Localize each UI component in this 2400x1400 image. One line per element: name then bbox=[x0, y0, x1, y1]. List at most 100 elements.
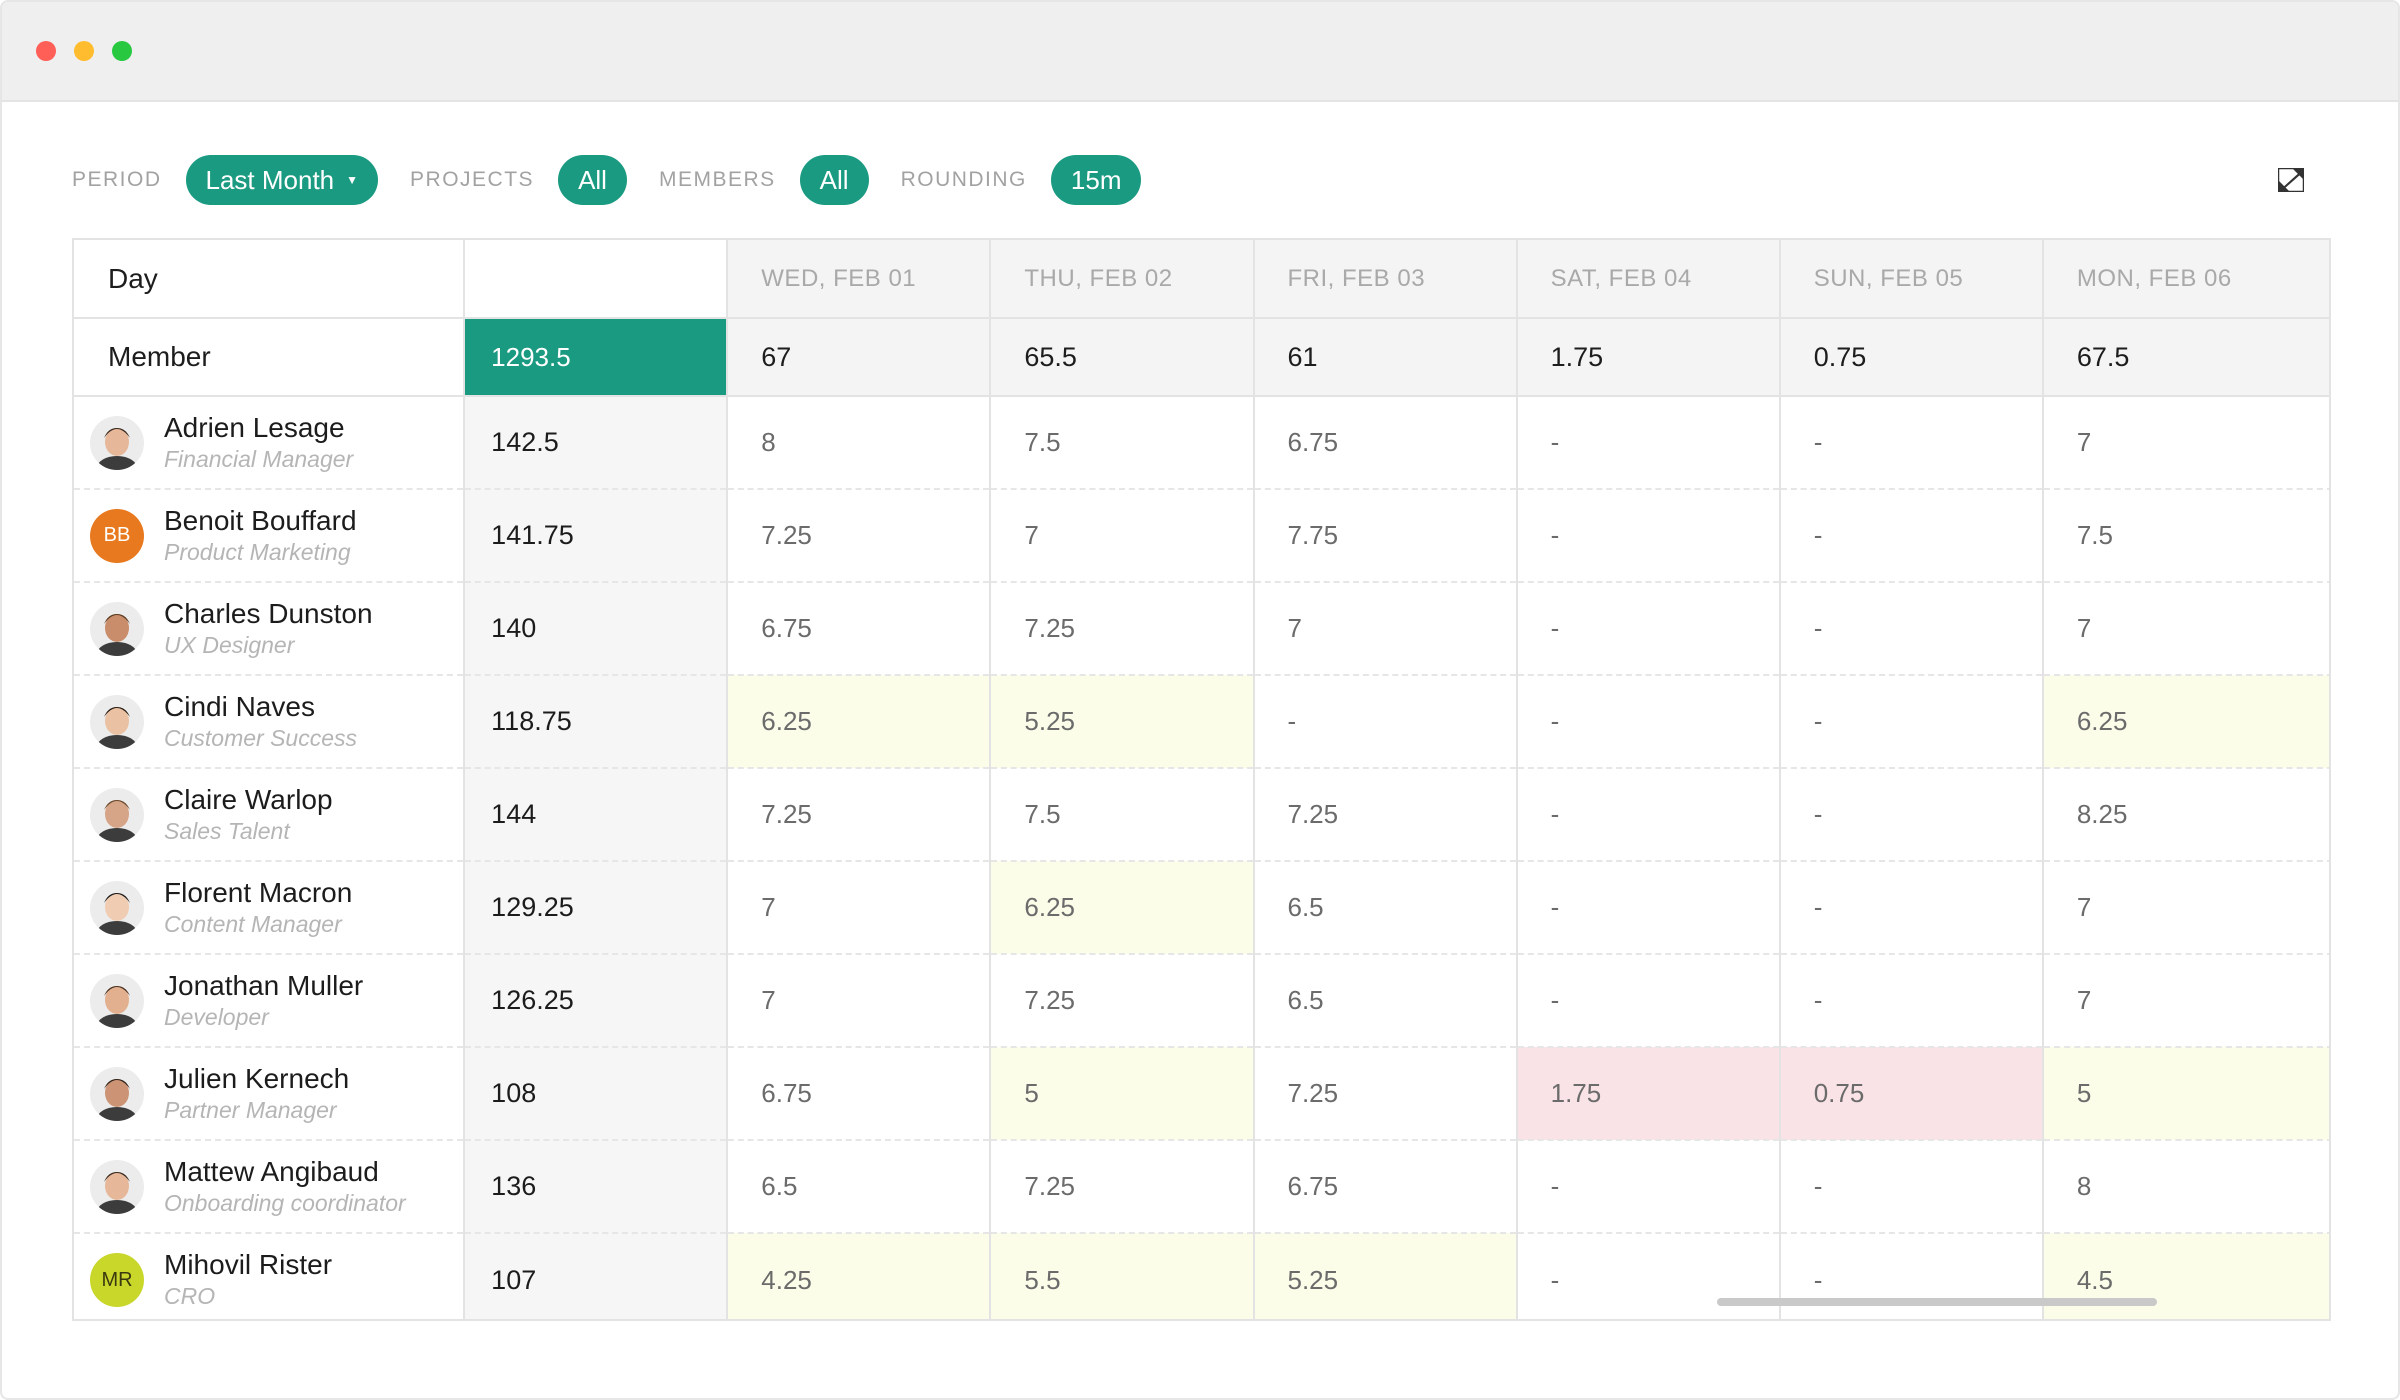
member-row[interactable]: Julien Kernech Partner Manager 108 6.75 5 7.2… bbox=[74, 1047, 2329, 1141]
hours-cell[interactable]: - bbox=[1516, 861, 1781, 955]
hours-cell[interactable]: - bbox=[1779, 396, 2044, 490]
hours-cell[interactable]: 7.5 bbox=[2042, 489, 2329, 583]
member-row[interactable]: Charles Dunston UX Designer 140 6.75 7.25 7- -… bbox=[74, 582, 2329, 676]
hours-cell[interactable]: - bbox=[1253, 675, 1518, 769]
hours-cell[interactable]: - bbox=[1779, 768, 2044, 862]
hours-cell[interactable]: 7.25 bbox=[990, 954, 1255, 1048]
hours-cell[interactable]: 5 bbox=[2042, 1047, 2329, 1141]
day-header[interactable]: FRI, FEB 03 bbox=[1253, 240, 1518, 319]
hours-cell[interactable]: 4.5 bbox=[2042, 1233, 2329, 1319]
member-cell[interactable]: Cindi Naves Customer Success bbox=[74, 675, 466, 769]
hours-cell[interactable]: - bbox=[1779, 489, 2044, 583]
hours-cell[interactable]: - bbox=[1516, 489, 1781, 583]
member-total-cell: 107 bbox=[464, 1233, 729, 1319]
zoom-window-button[interactable] bbox=[112, 41, 132, 61]
hours-cell[interactable]: 7 bbox=[727, 954, 992, 1048]
hours-cell[interactable]: 7 bbox=[727, 861, 992, 955]
member-cell[interactable]: Charles Dunston UX Designer bbox=[74, 582, 466, 676]
hours-cell[interactable]: - bbox=[1779, 1140, 2044, 1234]
hours-cell[interactable]: - bbox=[1516, 396, 1781, 490]
hours-cell[interactable]: 5.25 bbox=[990, 675, 1255, 769]
hours-cell[interactable]: 7.25 bbox=[990, 1140, 1255, 1234]
hours-cell[interactable]: 7 bbox=[990, 489, 1255, 583]
hours-cell[interactable]: 6.25 bbox=[990, 861, 1255, 955]
horizontal-scrollbar[interactable] bbox=[1717, 1298, 2157, 1306]
expand-icon[interactable] bbox=[2276, 166, 2306, 194]
member-row[interactable]: Mattew Angibaud Onboarding coordinator 136… bbox=[74, 1140, 2329, 1234]
member-row[interactable]: Jonathan Muller Developer 126.25 7 7.25 6.5- -… bbox=[74, 954, 2329, 1048]
hours-cell[interactable]: - bbox=[1779, 582, 2044, 676]
projects-filter-button[interactable]: All bbox=[558, 155, 627, 205]
hours-cell[interactable]: - bbox=[1516, 768, 1781, 862]
member-name: Mattew Angibaud bbox=[164, 1155, 379, 1187]
hours-cell[interactable]: 6.75 bbox=[1253, 1140, 1518, 1234]
hours-cell[interactable]: - bbox=[1779, 675, 2044, 769]
day-header[interactable]: SAT, FEB 04 bbox=[1516, 240, 1781, 319]
hours-cell[interactable]: 5.25 bbox=[1253, 1233, 1518, 1319]
day-header[interactable]: MON, FEB 06 bbox=[2042, 240, 2329, 319]
member-row[interactable]: Florent Macron Content Manager 129.25 7 6.25… bbox=[74, 861, 2329, 955]
close-window-button[interactable] bbox=[36, 41, 56, 61]
day-header[interactable]: SUN, FEB 05 bbox=[1779, 240, 2044, 319]
hours-cell[interactable]: 7.25 bbox=[727, 768, 992, 862]
hours-cell[interactable]: 6.25 bbox=[2042, 675, 2329, 769]
hours-cell[interactable]: 6.25 bbox=[727, 675, 992, 769]
hours-cell[interactable]: 1.75 bbox=[1516, 1047, 1781, 1141]
hours-cell[interactable]: 7 bbox=[2042, 396, 2329, 490]
hours-cell[interactable]: 6.5 bbox=[1253, 861, 1518, 955]
member-info: MR Mihovil Rister CRO bbox=[90, 1249, 463, 1311]
hours-cell[interactable]: 6.75 bbox=[727, 1047, 992, 1141]
member-row[interactable]: Adrien Lesage Financial Manager 142.5 8 7.5 6… bbox=[74, 396, 2329, 490]
hours-cell[interactable]: 7 bbox=[1253, 582, 1518, 676]
period-label: PERIOD bbox=[72, 168, 162, 191]
hours-cell[interactable]: 4.25 bbox=[727, 1233, 992, 1319]
hours-cell[interactable]: 7.5 bbox=[990, 396, 1255, 490]
hours-cell[interactable]: - bbox=[1779, 1233, 2044, 1319]
hours-cell[interactable]: 6.5 bbox=[727, 1140, 992, 1234]
rounding-filter-button[interactable]: 15m bbox=[1050, 155, 1142, 205]
members-filter-button[interactable]: All bbox=[799, 155, 869, 205]
member-cell[interactable]: MR Mihovil Rister CRO bbox=[74, 1233, 466, 1319]
member-row[interactable]: Claire Warlop Sales Talent 144 7.25 7.5 7.25-… bbox=[74, 768, 2329, 862]
hours-cell[interactable]: 0.75 bbox=[1779, 1047, 2044, 1141]
member-row[interactable]: BB Benoit Bouffard Product Marketing 141.75… bbox=[74, 489, 2329, 583]
hours-cell[interactable]: - bbox=[1779, 954, 2044, 1048]
hours-cell[interactable]: 6.75 bbox=[727, 582, 992, 676]
hours-cell[interactable]: 7.25 bbox=[727, 489, 992, 583]
hours-cell[interactable]: 7.25 bbox=[1253, 768, 1518, 862]
minimize-window-button[interactable] bbox=[74, 41, 94, 61]
day-header[interactable]: WED, FEB 01 bbox=[727, 240, 992, 319]
hours-cell[interactable]: - bbox=[1516, 582, 1781, 676]
hours-cell[interactable]: 5.5 bbox=[990, 1233, 1255, 1319]
hours-cell[interactable]: 6.75 bbox=[1253, 396, 1518, 490]
member-row[interactable]: MR Mihovil Rister CRO 107 4.25 5.5 5.25- -4.5 bbox=[74, 1233, 2329, 1319]
hours-cell[interactable]: - bbox=[1516, 675, 1781, 769]
hours-cell[interactable]: 7.5 bbox=[990, 768, 1255, 862]
rounding-label: ROUNDING bbox=[900, 168, 1027, 191]
hours-cell[interactable]: - bbox=[1516, 1140, 1781, 1234]
member-cell[interactable]: Claire Warlop Sales Talent bbox=[74, 768, 466, 862]
member-row[interactable]: Cindi Naves Customer Success 118.75 6.25 5.2… bbox=[74, 675, 2329, 769]
member-cell[interactable]: Julien Kernech Partner Manager bbox=[74, 1047, 466, 1141]
hours-cell[interactable]: - bbox=[1516, 1233, 1781, 1319]
member-cell[interactable]: Mattew Angibaud Onboarding coordinator bbox=[74, 1140, 466, 1234]
member-cell[interactable]: Jonathan Muller Developer bbox=[74, 954, 466, 1048]
hours-cell[interactable]: - bbox=[1516, 954, 1781, 1048]
hours-cell[interactable]: 7 bbox=[2042, 582, 2329, 676]
hours-cell[interactable]: - bbox=[1779, 861, 2044, 955]
hours-cell[interactable]: 7.75 bbox=[1253, 489, 1518, 583]
hours-cell[interactable]: 7.25 bbox=[1253, 1047, 1518, 1141]
day-header[interactable]: THU, FEB 02 bbox=[990, 240, 1255, 319]
hours-cell[interactable]: 6.5 bbox=[1253, 954, 1518, 1048]
hours-cell[interactable]: 8.25 bbox=[2042, 768, 2329, 862]
member-cell[interactable]: Florent Macron Content Manager bbox=[74, 861, 466, 955]
hours-cell[interactable]: 7 bbox=[2042, 861, 2329, 955]
member-cell[interactable]: Adrien Lesage Financial Manager bbox=[74, 396, 466, 490]
hours-cell[interactable]: 8 bbox=[727, 396, 992, 490]
hours-cell[interactable]: 7.25 bbox=[990, 582, 1255, 676]
hours-cell[interactable]: 8 bbox=[2042, 1140, 2329, 1234]
hours-cell[interactable]: 7 bbox=[2042, 954, 2329, 1048]
hours-cell[interactable]: 5 bbox=[990, 1047, 1255, 1141]
member-cell[interactable]: BB Benoit Bouffard Product Marketing bbox=[74, 489, 466, 583]
period-dropdown[interactable]: Last Month ▼ bbox=[185, 155, 379, 205]
